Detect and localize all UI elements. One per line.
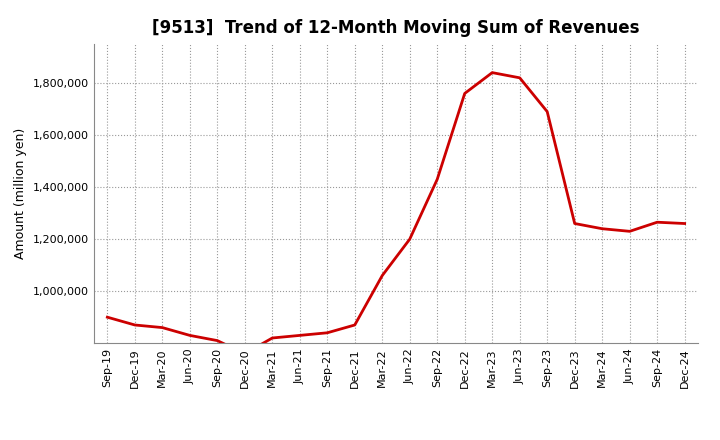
Title: [9513]  Trend of 12-Month Moving Sum of Revenues: [9513] Trend of 12-Month Moving Sum of R…: [152, 19, 640, 37]
Y-axis label: Amount (million yen): Amount (million yen): [14, 128, 27, 259]
